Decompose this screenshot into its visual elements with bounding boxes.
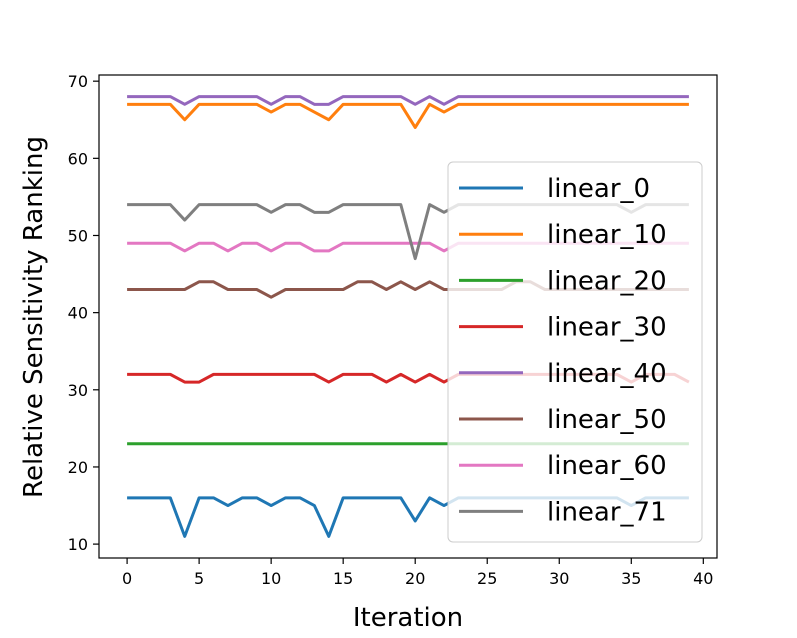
x-tick-label: 20 (405, 569, 425, 588)
legend-label-linear_40: linear_40 (547, 359, 667, 389)
y-tick-label: 60 (68, 149, 88, 168)
x-tick-label: 0 (122, 569, 132, 588)
x-axis-ticks: 0 5 10 15 20 25 30 35 40 (122, 558, 713, 588)
x-tick-label: 5 (194, 569, 204, 588)
y-tick-label: 50 (68, 226, 88, 245)
y-tick-label: 40 (68, 304, 88, 323)
x-axis-title: Iteration (353, 603, 463, 633)
y-tick-label: 30 (68, 381, 88, 400)
legend-box (447, 161, 703, 543)
legend-label-linear_20: linear_20 (547, 266, 667, 296)
plot-frame (98, 74, 718, 559)
x-tick-label: 40 (693, 569, 713, 588)
y-tick-label: 20 (68, 458, 88, 477)
y-tick-label: 10 (68, 535, 88, 554)
legend-label-linear_50: linear_50 (547, 405, 667, 435)
legend-label-linear_60: linear_60 (547, 451, 667, 481)
x-tick-label: 15 (333, 569, 353, 588)
y-axis-title: Relative Sensitivity Ranking (19, 136, 49, 498)
y-tick-label: 70 (68, 72, 88, 91)
series-line-linear_40 (127, 95, 689, 106)
x-tick-label: 30 (549, 569, 569, 588)
series-line-linear_10 (127, 102, 689, 129)
y-axis-ticks: 10 20 30 40 50 60 70 (68, 72, 99, 554)
legend: linear_0 linear_10 linear_20 linear_30linea… (447, 161, 703, 543)
x-tick-label: 25 (477, 569, 497, 588)
legend-label-linear_0: linear_0 (547, 174, 650, 204)
x-tick-label: 35 (621, 569, 641, 588)
legend-label-linear_30: linear_30 (547, 313, 667, 343)
x-tick-label: 10 (261, 569, 281, 588)
legend-label-linear_10: linear_10 (547, 220, 667, 250)
legend-label-linear_71: linear_71 (547, 497, 667, 527)
